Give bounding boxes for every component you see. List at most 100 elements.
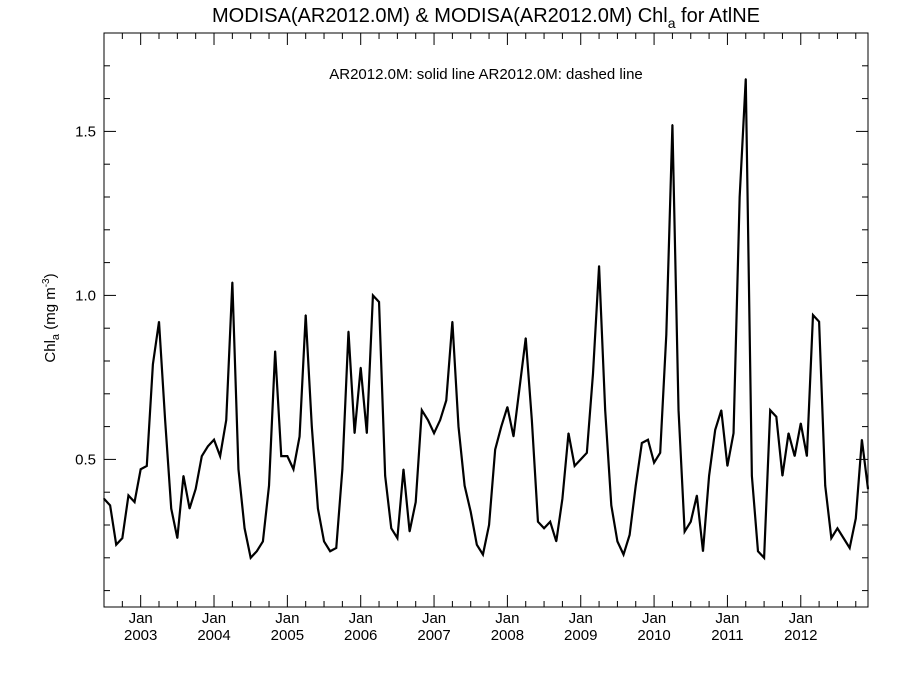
x-tick-month-label: Jan (129, 610, 153, 627)
data-point (255, 550, 258, 553)
data-point (402, 468, 405, 471)
x-tick-month-label: Jan (789, 610, 813, 627)
data-point (127, 494, 130, 497)
data-point (824, 484, 827, 487)
data-point (616, 540, 619, 543)
data-point (421, 409, 423, 412)
data-point (702, 550, 704, 553)
data-point (194, 488, 197, 490)
data-point (567, 432, 570, 434)
data-point (793, 455, 796, 457)
data-point (414, 501, 417, 503)
x-tick-year-label: 2004 (197, 627, 230, 644)
y-tick-label: 0.5 (75, 451, 96, 468)
data-point (408, 530, 411, 533)
x-tick-month-label: Jan (202, 610, 226, 627)
data-point (531, 419, 533, 421)
data-point (359, 366, 362, 369)
data-point (677, 409, 680, 412)
data-point (598, 265, 600, 267)
data-point (751, 475, 753, 477)
data-point (457, 425, 460, 428)
data-point (763, 557, 765, 559)
data-point (641, 442, 643, 444)
data-point (188, 507, 191, 510)
data-point (854, 517, 857, 520)
data-point (696, 494, 698, 497)
data-point (799, 422, 802, 425)
data-point (170, 507, 173, 510)
data-point (738, 196, 741, 198)
data-point (842, 537, 845, 539)
data-point (586, 452, 588, 454)
y-axis-label: Chla (mg m-3) (41, 273, 62, 362)
data-point (494, 448, 496, 451)
x-tick-year-label: 2009 (564, 627, 597, 644)
x-tick-month-label: Jan (275, 610, 299, 627)
data-point (182, 475, 185, 477)
data-point (714, 429, 716, 431)
data-point (133, 501, 136, 503)
data-point (335, 547, 338, 549)
data-point (433, 432, 435, 434)
data-point (653, 461, 655, 464)
data-point (683, 530, 686, 533)
data-point (610, 504, 613, 507)
data-point (268, 484, 270, 487)
data-point (769, 409, 772, 412)
data-point (390, 527, 393, 530)
data-point (225, 419, 228, 421)
data-point (347, 330, 350, 333)
data-point (304, 314, 307, 316)
data-point (103, 497, 105, 500)
data-point (286, 455, 289, 457)
data-point (249, 557, 252, 559)
data-point (482, 553, 484, 556)
data-point (781, 475, 784, 477)
data-point (109, 504, 111, 507)
data-point (579, 458, 582, 461)
plot-frame (103, 32, 869, 608)
data-point (139, 468, 142, 471)
data-point (488, 524, 490, 526)
data-point (298, 435, 301, 438)
data-point (634, 484, 637, 487)
data-point (512, 435, 515, 438)
data-point (451, 320, 454, 323)
data-point (726, 465, 729, 467)
series-line-1 (103, 78, 870, 561)
x-tick-month-label: Jan (715, 610, 739, 627)
data-point (274, 350, 276, 352)
series-layer (103, 78, 870, 561)
data-point (396, 537, 399, 539)
data-point (604, 409, 606, 412)
x-tick-year-label: 2010 (637, 627, 670, 644)
x-tick-year-label: 2012 (784, 627, 817, 644)
x-tick-year-label: 2011 (711, 627, 743, 644)
line-style-annotation: AR2012.0M: solid line AR2012.0M: dashed … (329, 66, 643, 83)
data-point (628, 534, 631, 536)
data-point (518, 386, 521, 389)
data-point (378, 301, 380, 303)
data-point (145, 465, 148, 467)
data-point (317, 507, 319, 510)
data-point (164, 419, 166, 421)
data-point (543, 527, 545, 530)
data-point (311, 425, 313, 428)
series-points-1 (103, 78, 869, 559)
data-point (659, 452, 661, 454)
data-point (720, 409, 723, 412)
data-point (476, 543, 478, 546)
x-tick-month-label: Jan (642, 610, 666, 627)
data-point (775, 415, 778, 418)
x-tick-year-label: 2003 (124, 627, 157, 644)
data-point (463, 484, 466, 487)
data-point (469, 511, 472, 513)
data-point (158, 320, 160, 323)
data-point (830, 537, 833, 539)
data-point (243, 527, 246, 530)
data-point (867, 488, 869, 490)
x-tick-year-label: 2005 (271, 627, 304, 644)
data-point (647, 438, 649, 441)
